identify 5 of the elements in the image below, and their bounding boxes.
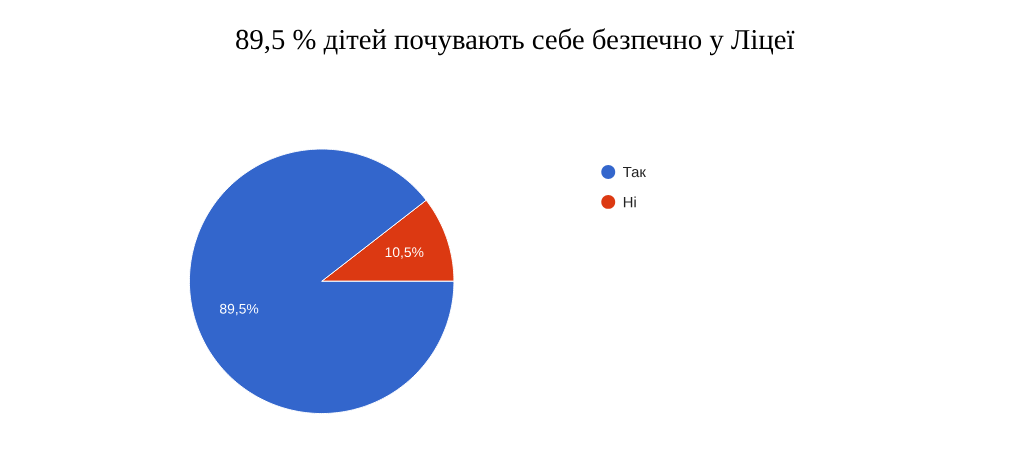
legend-label: Ні: [623, 196, 636, 208]
chart-title: 89,5 % дітей почувають себе безпечно у Ліцеї: [236, 28, 795, 55]
legend-label: Так: [623, 166, 646, 178]
data-label: 10,5%: [385, 247, 424, 259]
data-label: 89,5%: [220, 303, 259, 316]
